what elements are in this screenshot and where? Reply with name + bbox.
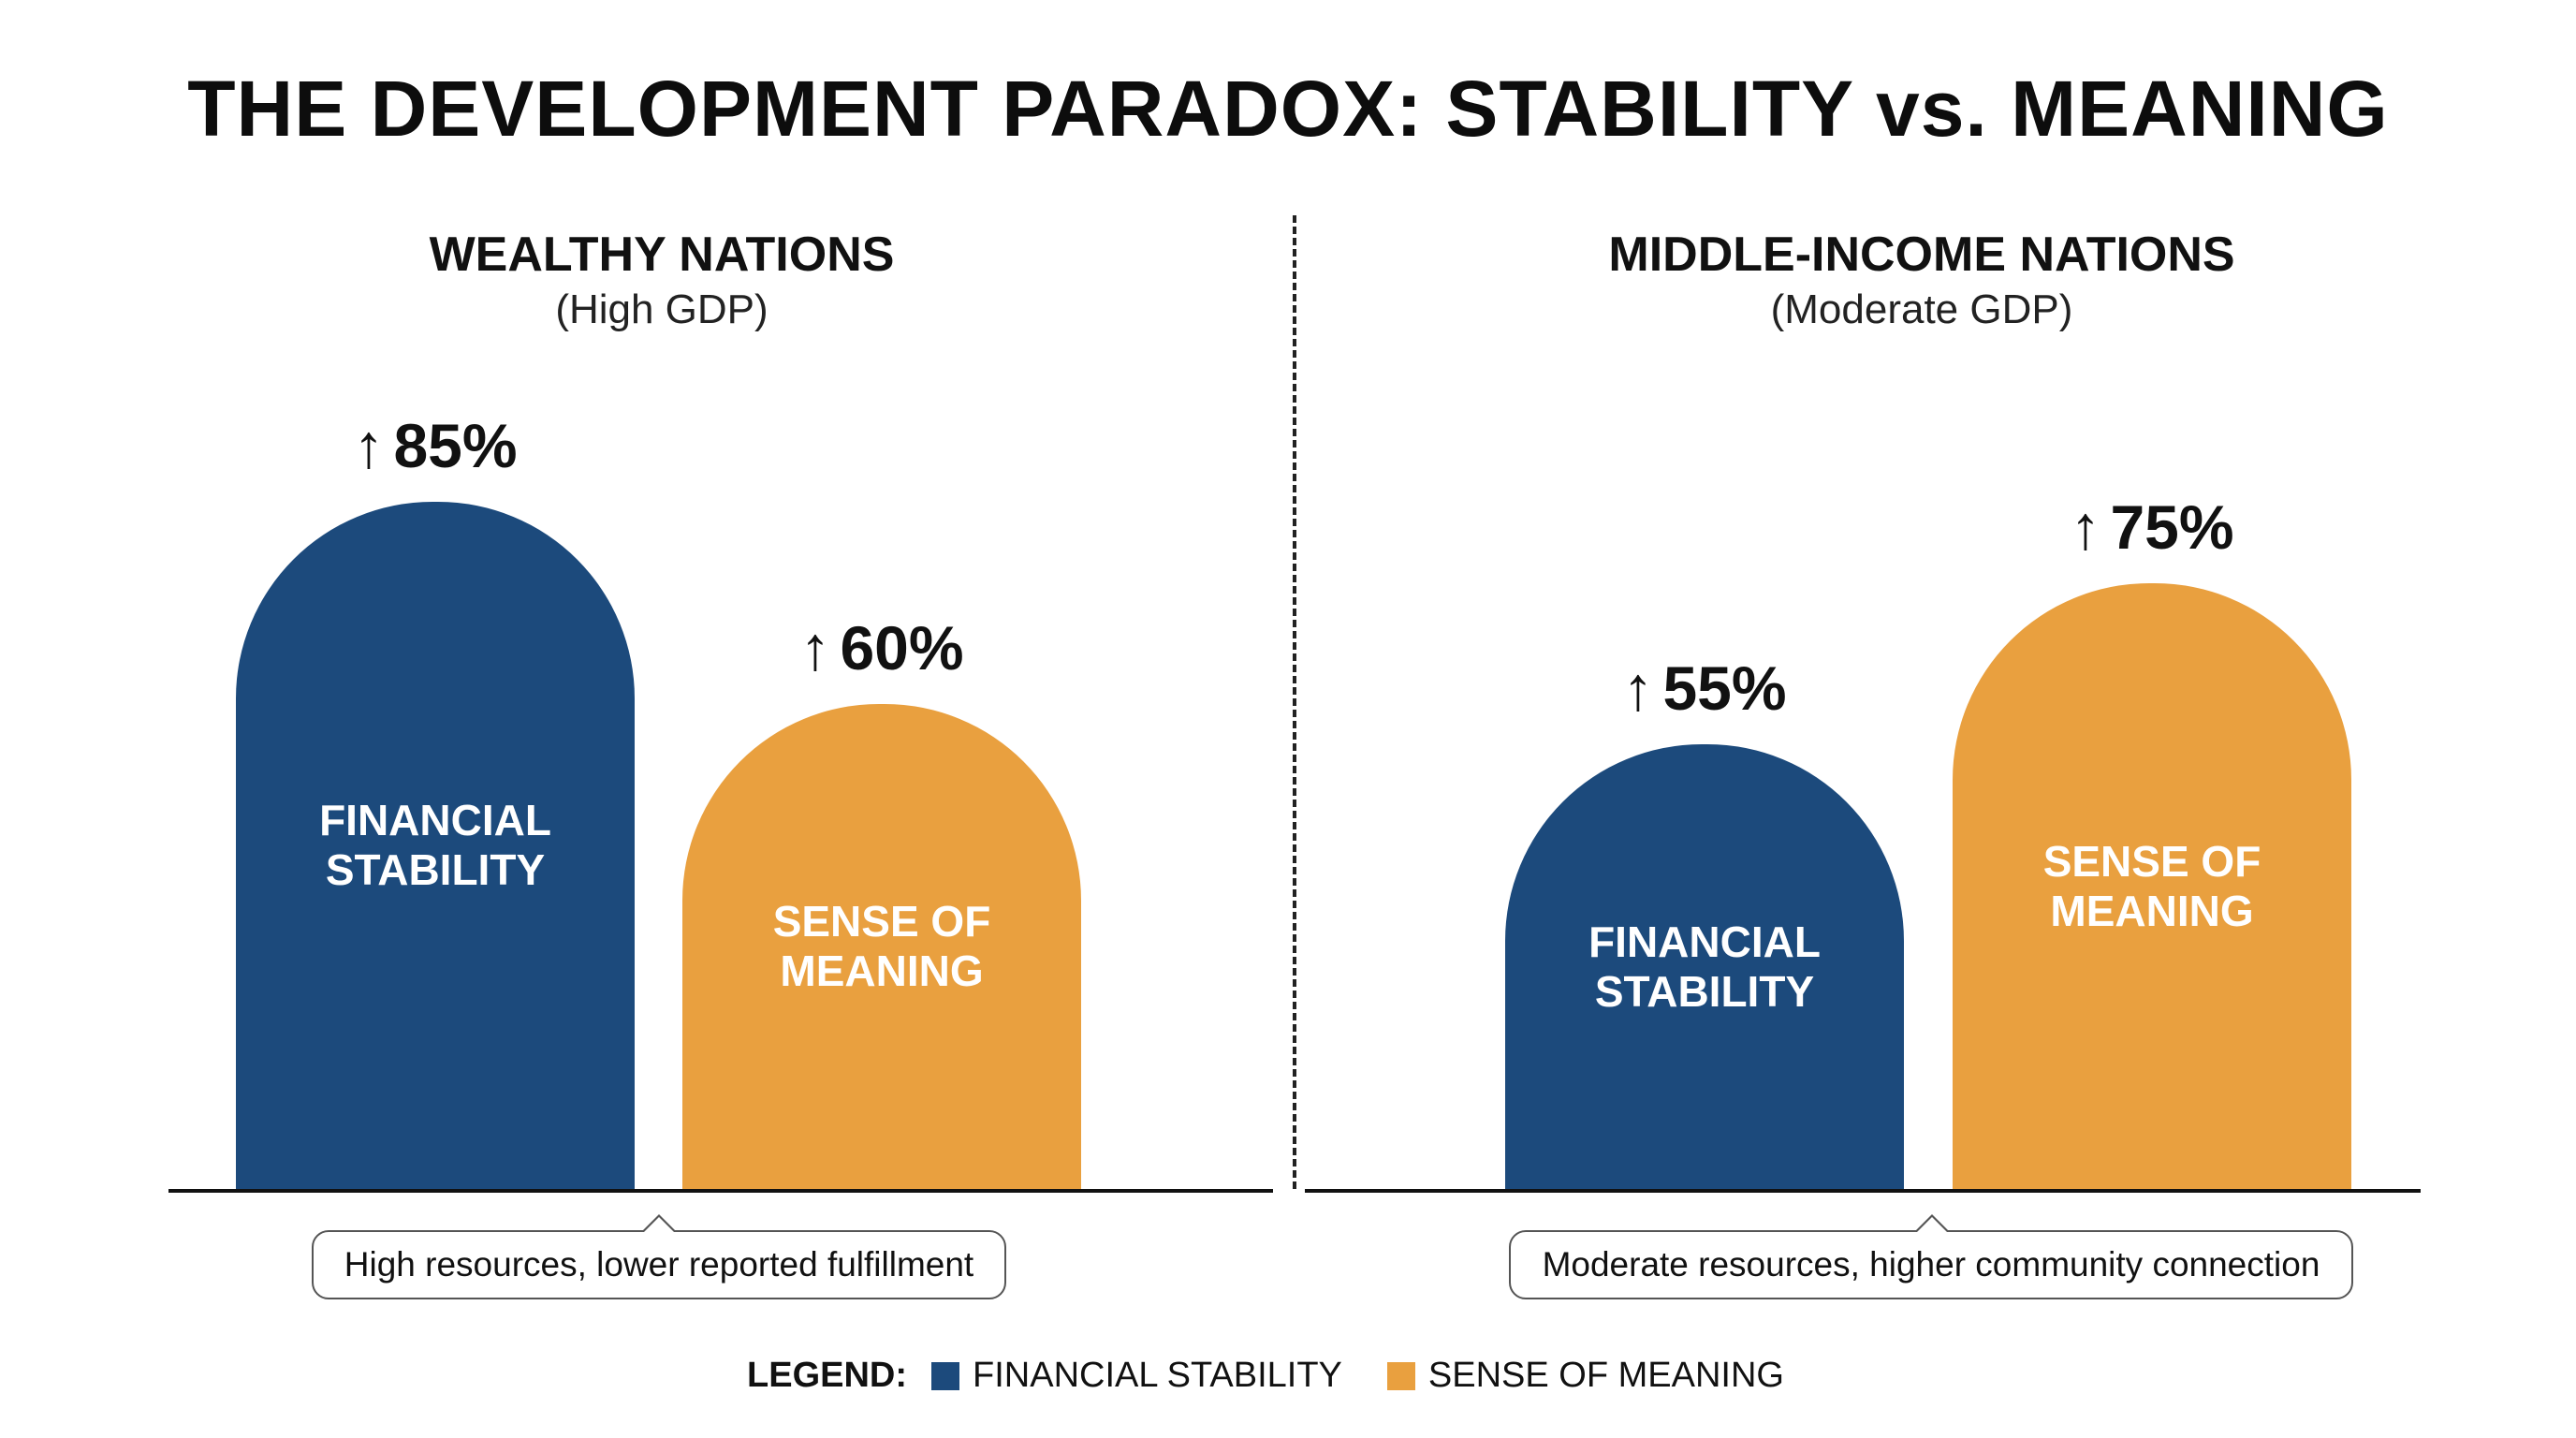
legend: LEGEND: FINANCIAL STABILITY SENSE OF MEA… <box>0 1356 2576 1396</box>
up-arrow-icon: ↑ <box>353 411 385 480</box>
legend-swatch-financial-stability <box>931 1361 960 1390</box>
up-arrow-icon: ↑ <box>799 613 831 682</box>
value-label-wealthy-financial-stability: ↑ 85% <box>236 410 635 481</box>
panel-subtitle-middle-income: (Moderate GDP) <box>1770 286 2073 332</box>
legend-item-sense-of-meaning: SENSE OF MEANING <box>1386 1356 1784 1396</box>
panel-title-wealthy: WEALTHY NATIONS <box>429 227 895 282</box>
value-label-middle-income-financial-stability: ↑ 55% <box>1505 653 1904 724</box>
note-pointer-fill-wealthy <box>644 1217 674 1232</box>
value-text: 60% <box>840 613 964 682</box>
note-wealthy: High resources, lower reported fulfillme… <box>312 1230 1006 1299</box>
baseline-wealthy <box>168 1189 1273 1193</box>
baseline-middle-income <box>1305 1189 2421 1193</box>
legend-label: FINANCIAL STABILITY <box>973 1356 1342 1395</box>
bar-label: SENSE OF MEANING <box>2042 836 2261 935</box>
bar-label: SENSE OF MEANING <box>772 897 991 995</box>
panel-title-middle-income: MIDDLE-INCOME NATIONS <box>1608 227 2235 282</box>
value-label-middle-income-sense-of-meaning: ↑ 75% <box>1953 492 2351 563</box>
up-arrow-icon: ↑ <box>2070 492 2101 562</box>
bar-label: FINANCIAL STABILITY <box>1588 917 1821 1016</box>
note-middle-income: Moderate resources, higher community con… <box>1509 1230 2353 1299</box>
value-text: 75% <box>2110 492 2234 562</box>
panel-divider <box>1293 215 1296 1189</box>
panel-subtitle-wealthy: (High GDP) <box>555 286 768 332</box>
legend-label: SENSE OF MEANING <box>1427 1356 1784 1395</box>
legend-swatch-sense-of-meaning <box>1386 1361 1415 1390</box>
bar-middle-income-sense-of-meaning: SENSE OF MEANING <box>1953 583 2351 1189</box>
bar-middle-income-financial-stability: FINANCIAL STABILITY <box>1505 744 1904 1189</box>
bar-wealthy-sense-of-meaning: SENSE OF MEANING <box>682 704 1081 1189</box>
bar-wealthy-financial-stability: FINANCIAL STABILITY <box>236 502 635 1189</box>
value-text: 55% <box>1662 653 1787 723</box>
note-pointer-fill-middle-income <box>1917 1217 1947 1232</box>
legend-title: LEGEND: <box>747 1356 908 1395</box>
value-label-wealthy-sense-of-meaning: ↑ 60% <box>682 612 1081 683</box>
bar-label: FINANCIAL STABILITY <box>319 796 551 894</box>
value-text: 85% <box>393 411 518 480</box>
legend-item-financial-stability: FINANCIAL STABILITY <box>931 1356 1342 1396</box>
up-arrow-icon: ↑ <box>1622 653 1654 723</box>
chart-title: THE DEVELOPMENT PARADOX: STABILITY vs. M… <box>187 65 2389 153</box>
